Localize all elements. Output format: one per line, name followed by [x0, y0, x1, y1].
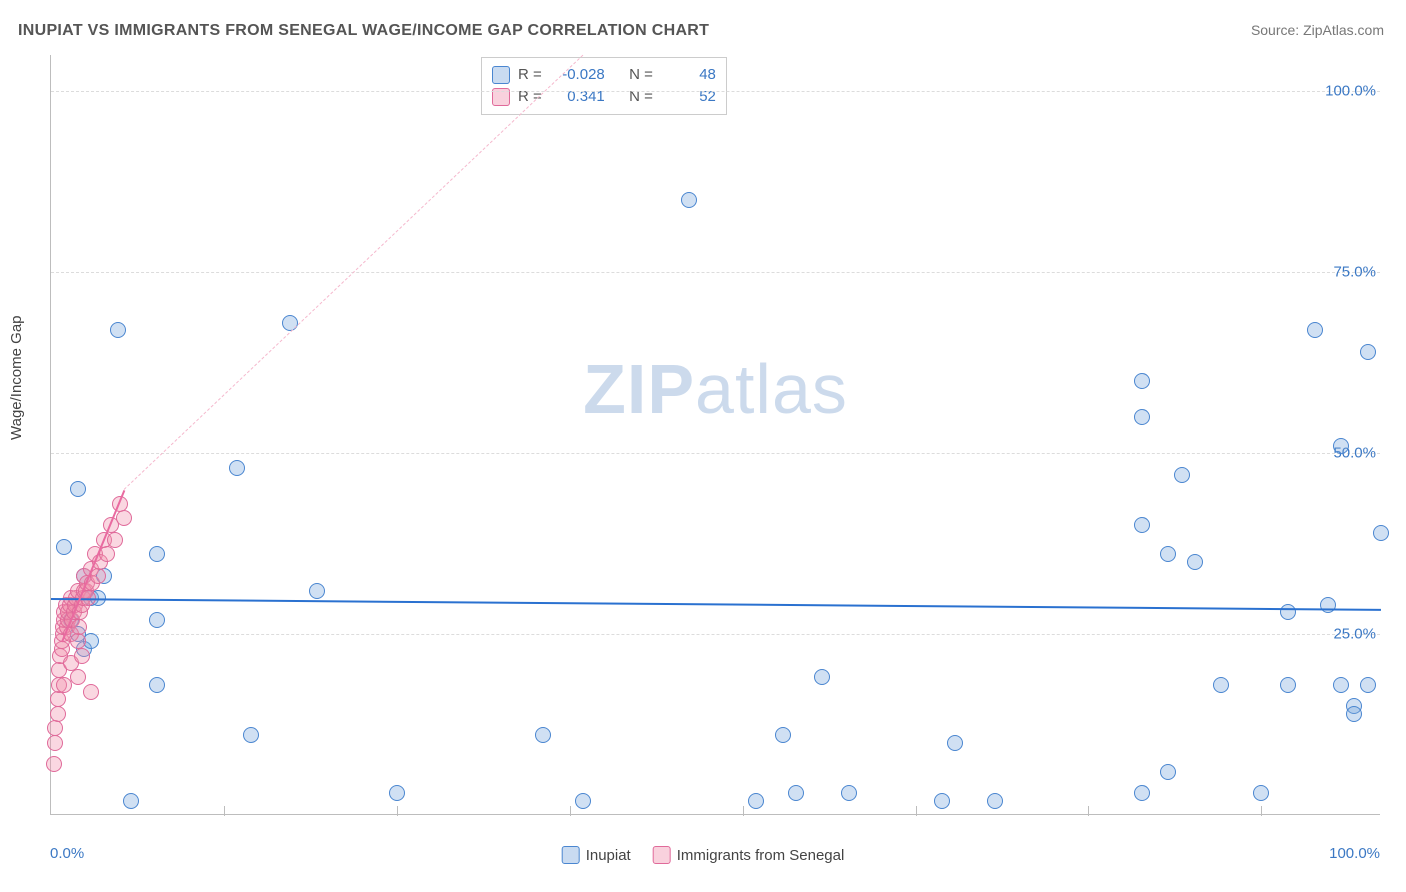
data-point	[1213, 677, 1229, 693]
y-axis-label: Wage/Income Gap	[8, 315, 25, 440]
data-point	[1333, 677, 1349, 693]
swatch-blue-icon	[562, 846, 580, 864]
data-point	[50, 691, 66, 707]
data-point	[282, 315, 298, 331]
data-point	[1280, 604, 1296, 620]
data-point	[1187, 554, 1203, 570]
watermark: ZIPatlas	[583, 349, 848, 429]
data-point	[947, 735, 963, 751]
data-point	[1373, 525, 1389, 541]
data-point	[309, 583, 325, 599]
data-point	[110, 322, 126, 338]
data-point	[681, 192, 697, 208]
data-point	[788, 785, 804, 801]
data-point	[987, 793, 1003, 809]
data-point	[107, 532, 123, 548]
gridline	[51, 272, 1380, 273]
x-tick	[743, 806, 744, 816]
data-point	[123, 793, 139, 809]
trendline-senegal	[61, 490, 125, 643]
data-point	[74, 648, 90, 664]
stats-row-senegal: R = 0.341 N = 52	[492, 86, 716, 108]
y-tick-label: 100.0%	[1325, 83, 1376, 100]
data-point	[70, 481, 86, 497]
x-axis-min-label: 0.0%	[50, 845, 84, 862]
legend-item-inupiat: Inupiat	[562, 846, 631, 864]
data-point	[149, 546, 165, 562]
data-point	[46, 756, 62, 772]
y-tick-label: 25.0%	[1333, 626, 1376, 643]
data-point	[748, 793, 764, 809]
data-point	[1160, 764, 1176, 780]
x-tick	[570, 806, 571, 816]
x-tick	[397, 806, 398, 816]
data-point	[70, 633, 86, 649]
data-point	[1360, 677, 1376, 693]
data-point	[814, 669, 830, 685]
data-point	[149, 677, 165, 693]
data-point	[934, 793, 950, 809]
data-point	[47, 720, 63, 736]
chart-title: INUPIAT VS IMMIGRANTS FROM SENEGAL WAGE/…	[18, 22, 709, 40]
data-point	[1307, 322, 1323, 338]
legend-item-senegal: Immigrants from Senegal	[653, 846, 845, 864]
data-point	[1174, 467, 1190, 483]
x-tick	[1261, 806, 1262, 816]
data-point	[1160, 546, 1176, 562]
swatch-blue-icon	[492, 66, 510, 84]
data-point	[535, 727, 551, 743]
gridline	[51, 634, 1380, 635]
data-point	[775, 727, 791, 743]
data-point	[1134, 517, 1150, 533]
trendline-inupiat	[51, 598, 1381, 611]
data-point	[56, 539, 72, 555]
data-point	[1280, 677, 1296, 693]
chart-container: INUPIAT VS IMMIGRANTS FROM SENEGAL WAGE/…	[0, 0, 1406, 892]
data-point	[1333, 438, 1349, 454]
x-tick	[224, 806, 225, 816]
stats-row-inupiat: R = -0.028 N = 48	[492, 64, 716, 86]
plot-area: ZIPatlas R = -0.028 N = 48 R = 0.341 N =…	[50, 55, 1380, 815]
data-point	[1253, 785, 1269, 801]
data-point	[1346, 706, 1362, 722]
data-point	[149, 612, 165, 628]
data-point	[50, 706, 66, 722]
data-point	[71, 619, 87, 635]
data-point	[1134, 785, 1150, 801]
legend: Inupiat Immigrants from Senegal	[562, 846, 845, 864]
x-axis-max-label: 100.0%	[1329, 845, 1380, 862]
x-tick	[1088, 806, 1089, 816]
gridline	[51, 453, 1380, 454]
data-point	[841, 785, 857, 801]
data-point	[389, 785, 405, 801]
data-point	[1134, 373, 1150, 389]
source-attribution: Source: ZipAtlas.com	[1251, 22, 1384, 38]
data-point	[575, 793, 591, 809]
data-point	[47, 735, 63, 751]
swatch-pink-icon	[653, 846, 671, 864]
data-point	[1320, 597, 1336, 613]
x-tick	[916, 806, 917, 816]
data-point	[70, 669, 86, 685]
data-point	[1134, 409, 1150, 425]
data-point	[243, 727, 259, 743]
data-point	[229, 460, 245, 476]
data-point	[1360, 344, 1376, 360]
y-tick-label: 75.0%	[1333, 264, 1376, 281]
gridline	[51, 91, 1380, 92]
data-point	[83, 684, 99, 700]
correlation-stats-box: R = -0.028 N = 48 R = 0.341 N = 52	[481, 57, 727, 115]
data-point	[116, 510, 132, 526]
